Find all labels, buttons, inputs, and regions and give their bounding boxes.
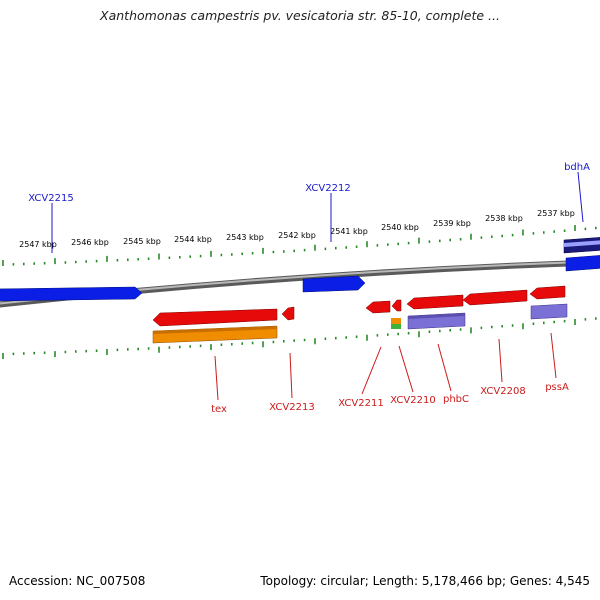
scale-label: 2546 kbp	[71, 238, 109, 247]
gene-arrow-xcv2212[interactable]	[302, 275, 366, 293]
scale-label: 2537 kbp	[537, 209, 575, 218]
genome-summary-text: Topology: circular; Length: 5,178,466 bp…	[260, 574, 590, 588]
forward-label-leaders	[51, 171, 584, 253]
gene-label-xcv2215[interactable]: XCV2215	[28, 193, 73, 204]
scale-label: 2543 kbp	[226, 233, 264, 242]
reverse-gene-labels: tex XCV2213 XCV2211 XCV2210 phbC XCV2208…	[211, 382, 569, 415]
gene-label-xcv2210[interactable]: XCV2210	[390, 395, 435, 406]
gene-arrow-bdhA[interactable]	[565, 255, 600, 272]
forward-gene-labels: XCV2215 XCV2212 bdhA	[28, 162, 590, 204]
reverse-gene-track	[152, 285, 566, 327]
gene-arrow-xcv2208[interactable]	[462, 289, 528, 306]
gene-arrow-xcv2211[interactable]	[365, 300, 391, 314]
reverse-label-leaders	[214, 332, 557, 401]
gene-arrow-xcv2210[interactable]	[391, 299, 402, 312]
scale-label: 2545 kbp	[123, 237, 161, 246]
gene-label-pssA[interactable]: pssA	[545, 382, 569, 393]
inner-tick-ring	[2, 317, 597, 359]
gene-arrow-pssA[interactable]	[529, 285, 566, 300]
gene-label-xcv2213[interactable]: XCV2213	[269, 402, 314, 413]
gene-label-xcv2211[interactable]: XCV2211	[338, 398, 383, 409]
map-title: Xanthomonas campestris pv. vesicatoria s…	[100, 8, 500, 23]
scale-label: 2540 kbp	[381, 223, 419, 232]
feature-bar-phbC-shade	[408, 313, 465, 319]
feature-box-xcv2210-green[interactable]	[391, 324, 401, 329]
scale-label: 2544 kbp	[174, 235, 212, 244]
gene-arrow-phbC[interactable]	[406, 294, 464, 310]
scale-label: 2541 kbp	[330, 227, 368, 236]
scale-label: 2538 kbp	[485, 214, 523, 223]
feature-box-xcv2210-orange[interactable]	[391, 318, 401, 324]
gene-label-tex[interactable]: tex	[211, 404, 227, 415]
gene-arrow-xcv2213[interactable]	[281, 306, 295, 321]
gene-arrow-xcv2215[interactable]	[0, 286, 143, 302]
feature-track	[152, 303, 568, 344]
scale-label: 2539 kbp	[433, 219, 471, 228]
accession-text: Accession: NC_007508	[9, 574, 146, 588]
gene-arrow-tex[interactable]	[152, 308, 278, 327]
feature-bar-pssA[interactable]	[530, 303, 568, 320]
scale-label: 2547 kbp	[19, 240, 57, 249]
scale-label: 2542 kbp	[278, 231, 316, 240]
gene-label-xcv2208[interactable]: XCV2208	[480, 386, 525, 397]
feature-bar-tex-shade	[153, 326, 277, 334]
scale-label-group: 2547 kbp 2546 kbp 2545 kbp 2544 kbp 2543…	[19, 209, 575, 249]
feature-bar-bdhA-highlight	[564, 240, 600, 247]
gene-label-bdhA[interactable]: bdhA	[564, 162, 590, 173]
gene-label-phbC[interactable]: phbC	[443, 394, 469, 405]
gene-label-xcv2212[interactable]: XCV2212	[305, 183, 350, 194]
outer-tick-ring	[2, 225, 597, 266]
forward-gene-track	[0, 237, 600, 302]
